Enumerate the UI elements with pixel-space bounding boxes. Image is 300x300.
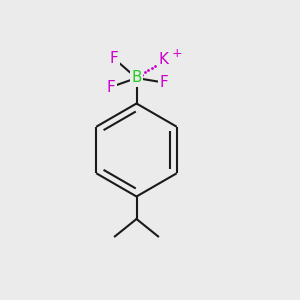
Text: B: B (131, 70, 142, 86)
Text: F: F (159, 75, 168, 90)
Text: +: + (172, 47, 183, 60)
Text: K: K (158, 52, 169, 68)
Text: F: F (106, 80, 116, 94)
Text: F: F (110, 51, 118, 66)
